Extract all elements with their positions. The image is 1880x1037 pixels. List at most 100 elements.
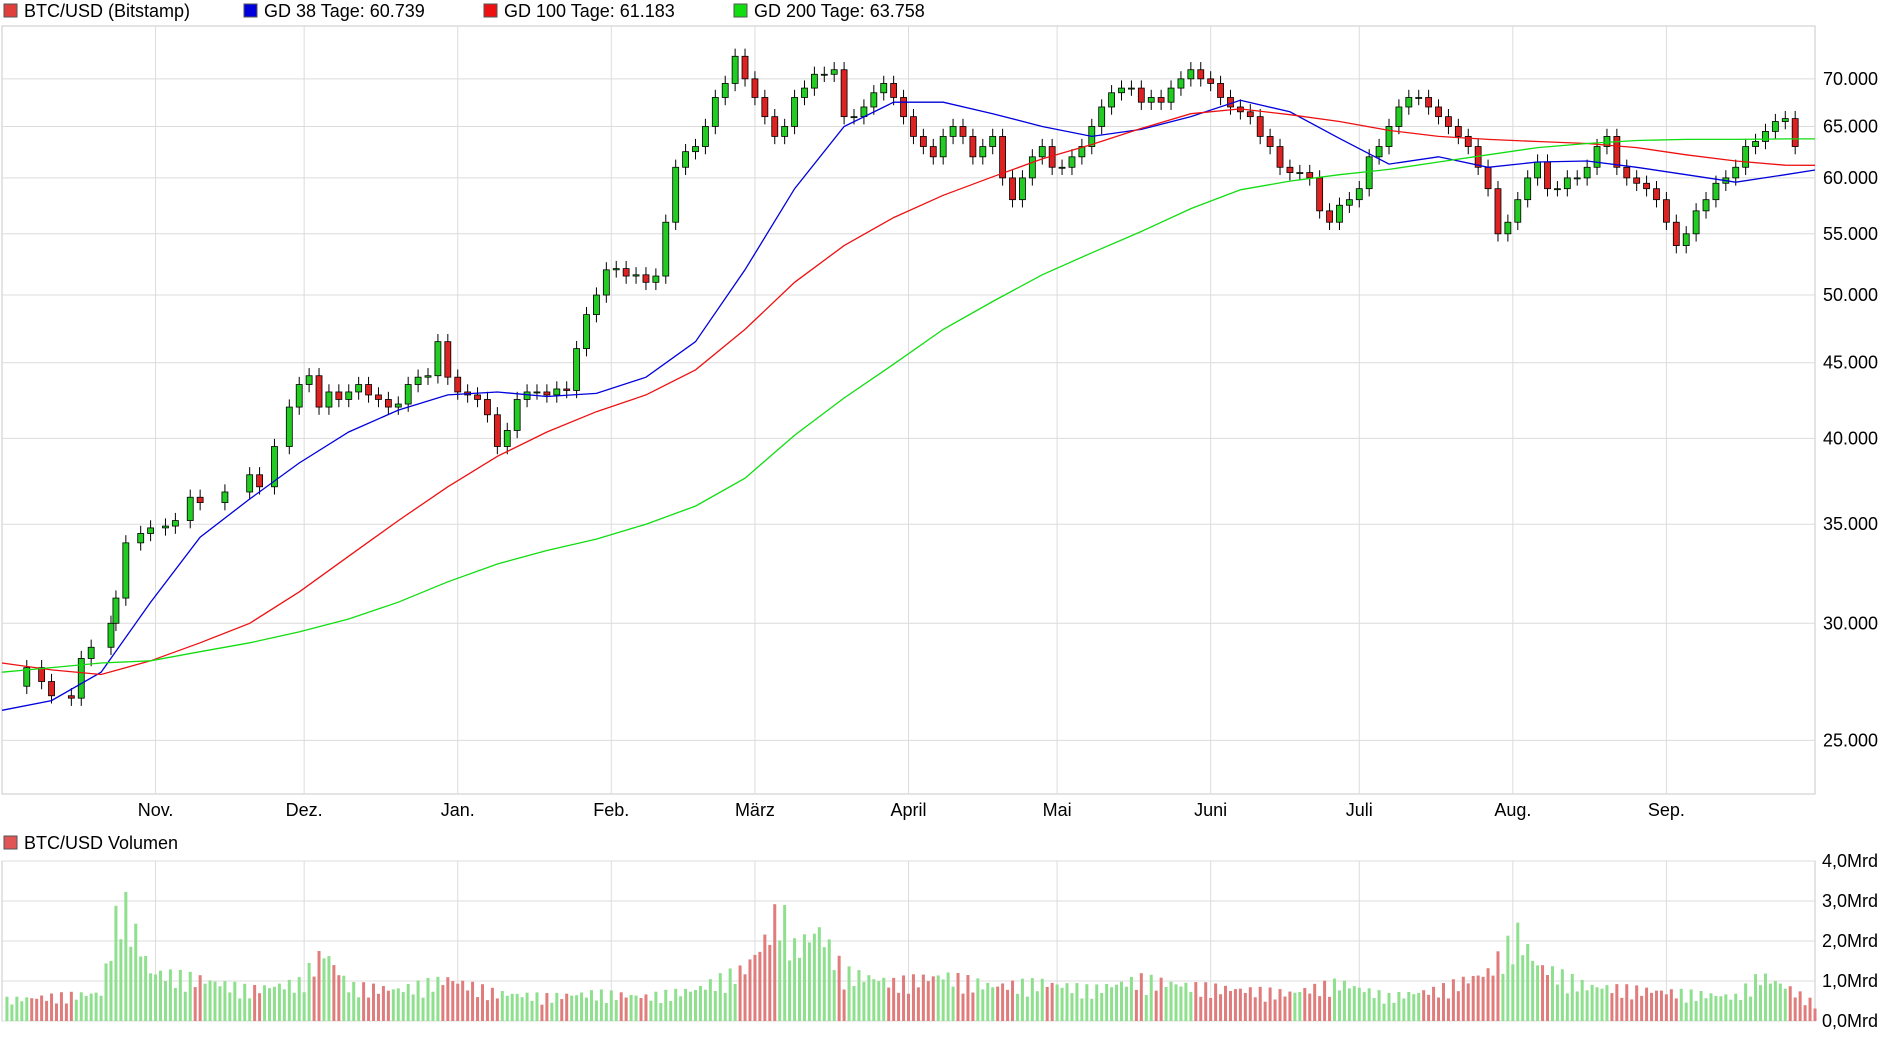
price-grid: [2, 26, 1815, 794]
volume-bar: [446, 977, 450, 1021]
volume-bar: [1555, 984, 1559, 1021]
candle-body: [939, 136, 947, 158]
candle: [1187, 62, 1195, 87]
candle: [791, 89, 798, 135]
candle-body: [1246, 111, 1254, 118]
candle: [484, 391, 491, 423]
candle-body: [999, 136, 1007, 179]
volume-bar: [466, 990, 470, 1021]
candle: [1385, 118, 1393, 155]
volume-y-axis: 0,0Mrd 1,0Mrd 2,0Mrd 3,0Mrd 4,0Mrd: [1822, 851, 1878, 1031]
candle: [1613, 128, 1621, 176]
volume-bar: [718, 973, 722, 1021]
volume-bar: [1768, 983, 1772, 1021]
candle: [919, 128, 927, 155]
volume-bar: [1580, 979, 1584, 1021]
volume-bar: [1139, 973, 1143, 1021]
candle-body: [1286, 166, 1294, 173]
candle-body: [1593, 146, 1601, 168]
candle-body: [593, 294, 600, 316]
volume-bar: [322, 958, 326, 1021]
volume-bar: [238, 998, 242, 1021]
candle: [513, 391, 521, 439]
candle-body: [662, 221, 670, 277]
candle-body: [186, 496, 194, 521]
volume-bar: [416, 980, 420, 1021]
volume-bar: [1773, 980, 1777, 1021]
volume-bar: [79, 992, 83, 1021]
candle: [820, 66, 828, 83]
candle: [533, 384, 541, 400]
volume-bar: [461, 980, 465, 1021]
candle-body: [1435, 106, 1442, 118]
volume-bar: [907, 993, 910, 1021]
volume-bar: [59, 992, 63, 1021]
price-x-tick-label: Juni: [1194, 800, 1227, 820]
candle-body: [533, 391, 541, 394]
volume-bar: [1516, 922, 1520, 1021]
volume-title: BTC/USD Volumen: [24, 833, 178, 853]
price-x-tick-label: März: [735, 800, 775, 820]
candle: [1633, 170, 1641, 192]
candle-body: [1563, 177, 1571, 190]
candle: [1207, 71, 1215, 92]
volume-bar: [1501, 973, 1505, 1021]
volume-bar: [1684, 1002, 1688, 1021]
candle-body: [1791, 118, 1799, 147]
candle: [939, 128, 947, 165]
volume-bar: [505, 995, 509, 1021]
candle-body: [1742, 146, 1750, 168]
volume-bar: [604, 1003, 608, 1021]
volume-bar: [1724, 994, 1728, 1021]
candle-body: [642, 274, 650, 283]
candle-body: [959, 126, 967, 137]
candle-body: [1197, 69, 1205, 80]
volume-bar: [852, 985, 856, 1021]
volume-bar: [431, 991, 435, 1021]
candle-body: [890, 83, 898, 98]
candle-body: [553, 388, 561, 396]
candle-body: [929, 146, 937, 158]
volume-bar: [1798, 991, 1802, 1021]
volume-bar: [159, 970, 163, 1021]
candle-body: [107, 622, 115, 648]
candle: [830, 62, 838, 83]
candle: [256, 467, 263, 495]
candle: [424, 368, 432, 385]
volume-bar: [773, 904, 777, 1021]
volume-bar: [1124, 986, 1128, 1021]
volume-bar: [1640, 995, 1644, 1021]
candle: [171, 512, 179, 534]
candle: [900, 89, 907, 125]
candle-body: [1682, 233, 1690, 246]
candle: [1583, 159, 1591, 186]
volume-bar: [1214, 983, 1218, 1021]
volume-bar: [892, 977, 896, 1021]
volume-bar: [1243, 992, 1247, 1021]
candle: [48, 673, 55, 704]
candle-body: [870, 92, 878, 108]
price-y-axis: 25.000 30.000 35.000 40.000 45.000 50.000 55.0…: [1823, 69, 1878, 751]
volume-bar: [139, 956, 143, 1021]
volume-bar: [991, 987, 995, 1021]
volume-bar: [1050, 982, 1054, 1021]
volume-bar: [1268, 987, 1272, 1021]
candle: [1554, 181, 1561, 197]
volume-bar: [793, 938, 797, 1021]
candle-body: [474, 394, 481, 400]
volume-bar: [1412, 994, 1416, 1021]
volume-bar: [812, 933, 816, 1021]
candle: [325, 384, 333, 415]
candle-body: [989, 136, 997, 147]
volume-panel: 0,0Mrd 1,0Mrd 2,0Mrd 3,0Mrd 4,0Mrd BTC/USD V…: [1, 833, 1878, 1031]
candle: [1246, 104, 1254, 125]
candle-body: [1306, 172, 1314, 179]
candle-body: [23, 667, 31, 687]
volume-bar: [1025, 996, 1029, 1021]
volume-bar: [451, 981, 455, 1021]
candle-body: [112, 597, 120, 624]
candle: [1128, 80, 1135, 96]
candle-body: [454, 376, 462, 393]
volume-bar: [585, 997, 589, 1021]
candle-body: [1276, 146, 1284, 168]
